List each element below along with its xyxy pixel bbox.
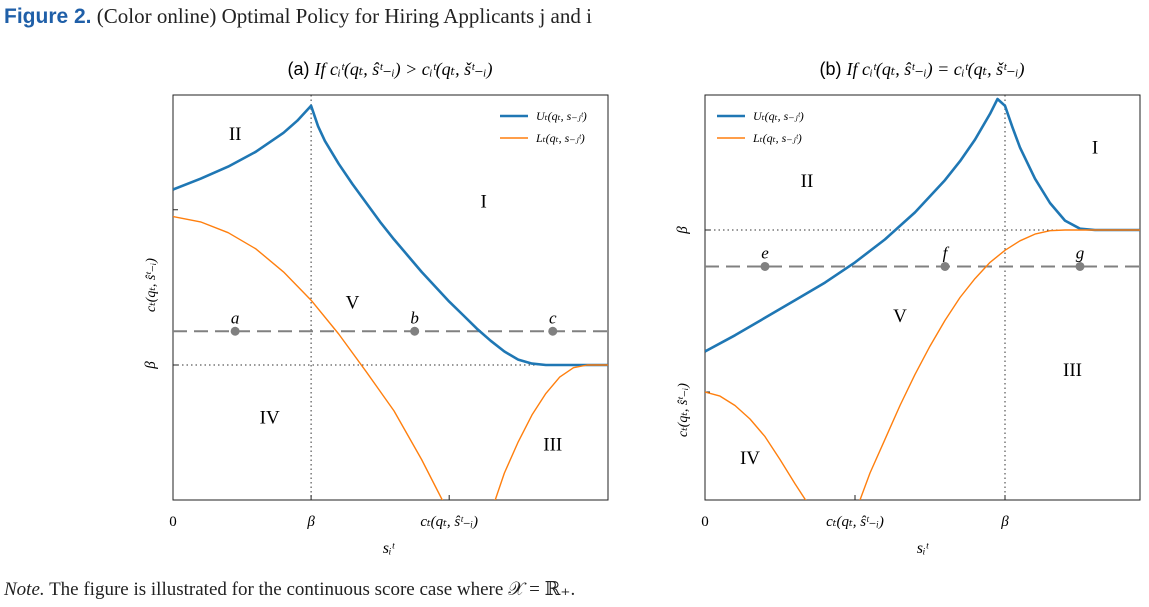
panel-title: (b) If cᵢᵗ(qₜ, ŝᵗ₋ᵢ) = cᵢᵗ(qₜ, šᵗ₋ᵢ) bbox=[820, 59, 1025, 80]
y-tick-label: β bbox=[675, 226, 691, 235]
x-tick-label: cₜ(qₜ, ŝᵗ₋ᵢ) bbox=[826, 514, 884, 530]
upper-bound-series-line bbox=[705, 97, 1140, 353]
region-label-III: III bbox=[1063, 360, 1082, 381]
y-axis-label: cₜ(qₜ, ŝᵗ₋ᵢ) bbox=[676, 383, 691, 437]
plot-frame bbox=[172, 94, 609, 501]
x-tick-label: β bbox=[1000, 514, 1009, 530]
panel-a: (a) If cᵢᵗ(qₜ, ŝᵗ₋ᵢ) > cᵢᵗ(qₜ, šᵗ₋ᵢ) 0 β cₜ… bbox=[143, 59, 609, 557]
region-label-V: V bbox=[893, 306, 907, 327]
x-axis-label: sᵢᵗ bbox=[383, 540, 396, 557]
point-a bbox=[230, 326, 240, 336]
figure-title: Figure 2. (Color online) Optimal Policy … bbox=[4, 4, 592, 29]
region-label-II: II bbox=[801, 171, 814, 192]
x-tick-label: 0 bbox=[169, 514, 177, 530]
lower-bound-series-line bbox=[173, 215, 608, 500]
point-b bbox=[410, 326, 420, 336]
x-tick-label: cₜ(qₜ, ŝᵗ₋ᵢ) bbox=[420, 514, 478, 530]
x-axis-label: sᵢᵗ bbox=[917, 540, 930, 557]
panel-label: (a) bbox=[288, 59, 315, 79]
legend-entry: Uₜ(qₜ, s₋ⱼᵗ) bbox=[753, 109, 804, 123]
point-c bbox=[548, 326, 558, 336]
region-label-IV: IV bbox=[260, 407, 280, 428]
legend: Uₜ(qₜ, s₋ⱼᵗ) Lₜ(qₜ, s₋ⱼᵗ) bbox=[500, 109, 587, 145]
plot-frame bbox=[704, 94, 1141, 501]
point-label-e: e bbox=[761, 243, 769, 262]
panel-condition: If cᵢᵗ(qₜ, ŝᵗ₋ᵢ) > cᵢᵗ(qₜ, šᵗ₋ᵢ) bbox=[314, 59, 493, 80]
point-f bbox=[940, 261, 950, 271]
figure-note: Note. The figure is illustrated for the … bbox=[4, 578, 575, 601]
figure-label: Figure 2. bbox=[4, 5, 92, 28]
panel-condition: If cᵢᵗ(qₜ, ŝᵗ₋ᵢ) = cᵢᵗ(qₜ, šᵗ₋ᵢ) bbox=[846, 59, 1025, 80]
point-label-f: f bbox=[943, 243, 950, 262]
note-text: The figure is illustrated for the contin… bbox=[49, 579, 576, 600]
legend-entry: Uₜ(qₜ, s₋ⱼᵗ) bbox=[536, 109, 587, 123]
panel-title: (a) If cᵢᵗ(qₜ, ŝᵗ₋ᵢ) > cᵢᵗ(qₜ, šᵗ₋ᵢ) bbox=[288, 59, 493, 80]
x-tick-label: β bbox=[306, 514, 315, 530]
y-tick-label: β bbox=[143, 361, 159, 370]
legend-entry: Lₜ(qₜ, s₋ⱼᵗ) bbox=[752, 131, 802, 145]
note-label: Note. bbox=[4, 579, 45, 600]
region-label-I: I bbox=[1092, 137, 1098, 158]
y-axis-label: cₜ(qₜ, ŝᵗ₋ᵢ) bbox=[144, 258, 159, 312]
region-label-IV: IV bbox=[740, 448, 760, 469]
upper-bound-series-line bbox=[173, 104, 608, 367]
lower-bound-series-line bbox=[705, 229, 1140, 500]
x-tick-label: 0 bbox=[701, 514, 709, 530]
region-label-V: V bbox=[346, 293, 360, 314]
region-label-I: I bbox=[481, 191, 487, 212]
panel-label: (b) bbox=[820, 59, 847, 79]
figure-caption: (Color online) Optimal Policy for Hiring… bbox=[96, 4, 592, 28]
point-label-b: b bbox=[410, 308, 419, 327]
point-label-g: g bbox=[1076, 243, 1085, 262]
legend-entry: Lₜ(qₜ, s₋ⱼᵗ) bbox=[535, 131, 585, 145]
point-label-c: c bbox=[549, 308, 557, 327]
point-e bbox=[760, 261, 770, 271]
point-label-a: a bbox=[231, 308, 240, 327]
panel-b: (b) If cᵢᵗ(qₜ, ŝᵗ₋ᵢ) = cᵢᵗ(qₜ, šᵗ₋ᵢ) 0 cₜ(… bbox=[675, 59, 1141, 557]
region-label-III: III bbox=[543, 434, 562, 455]
legend: Uₜ(qₜ, s₋ⱼᵗ) Lₜ(qₜ, s₋ⱼᵗ) bbox=[717, 109, 804, 145]
region-label-II: II bbox=[229, 124, 242, 145]
point-g bbox=[1075, 261, 1085, 271]
